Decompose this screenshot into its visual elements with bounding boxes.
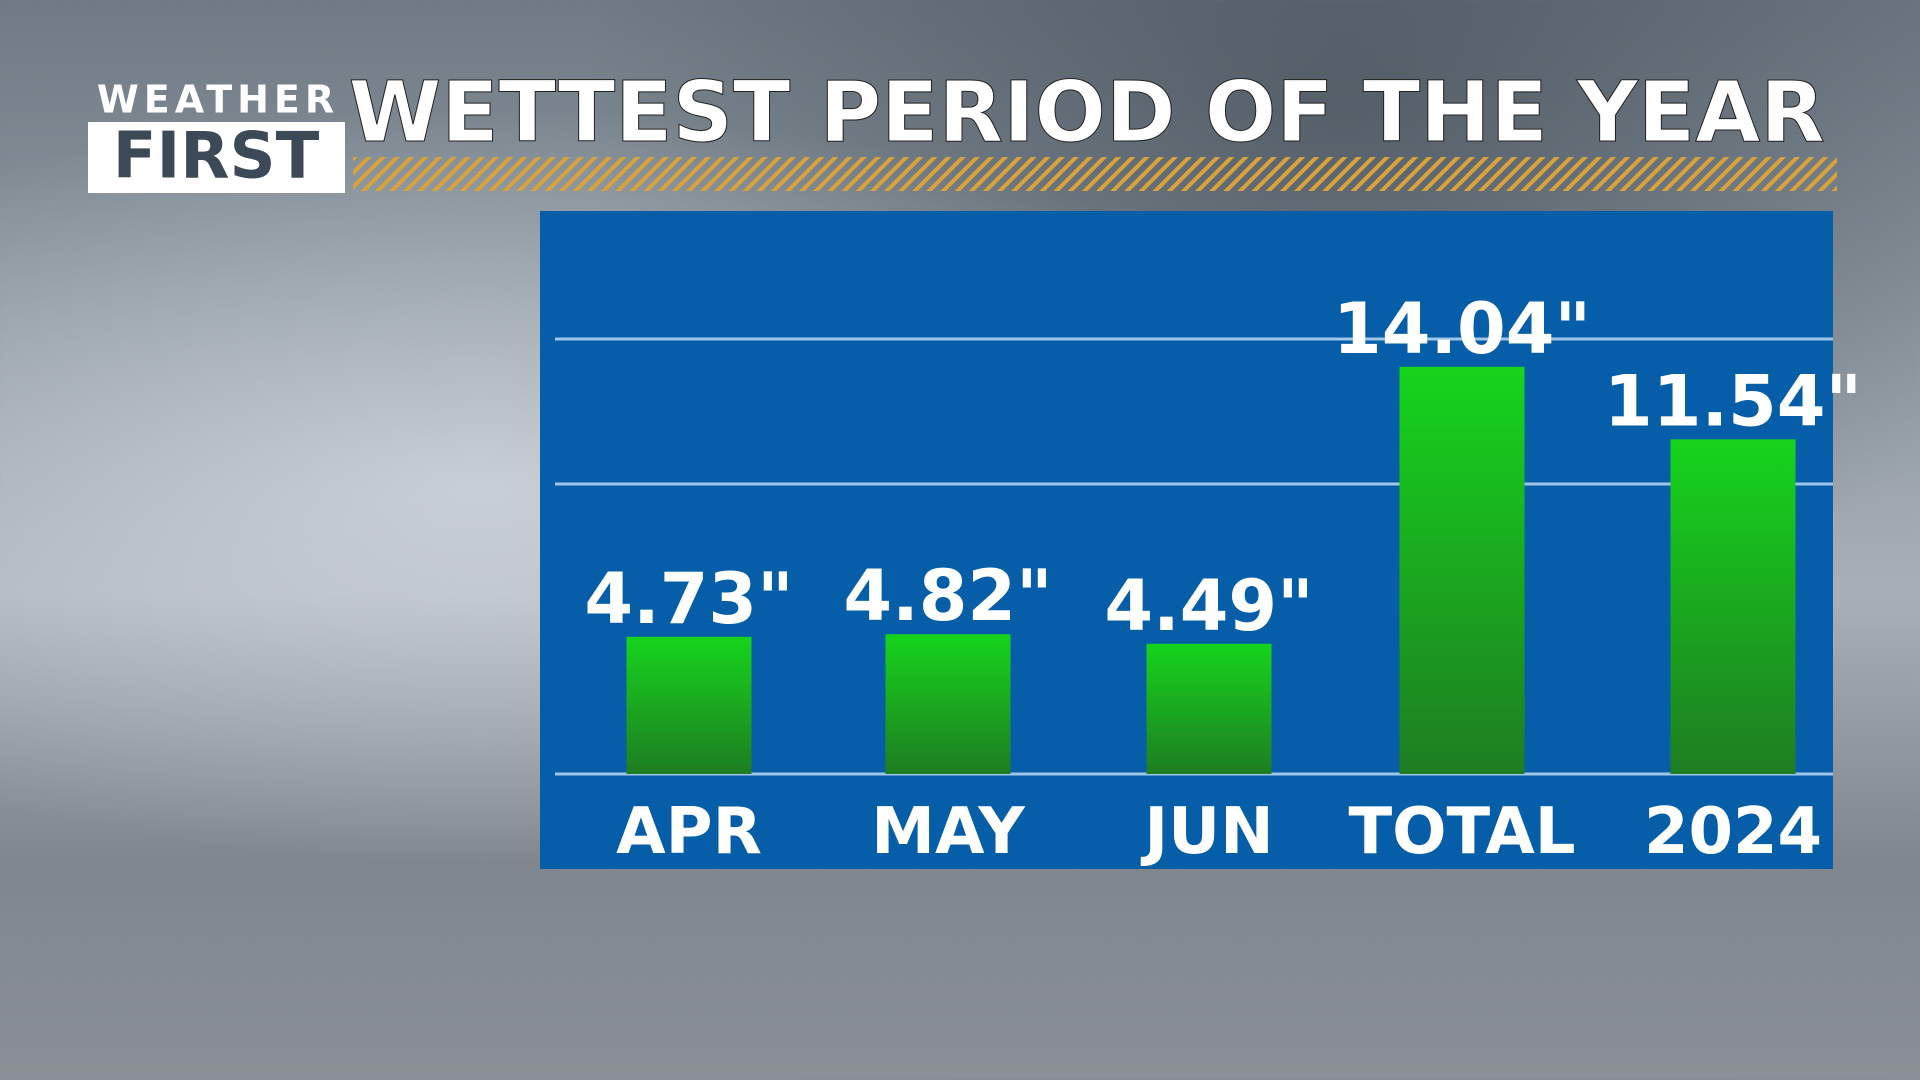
chart-title: WETTEST PERIOD OF THE YEAR [349, 63, 1825, 161]
value-label: 11.54" [1604, 360, 1862, 442]
bar [1399, 366, 1525, 774]
value-label: 14.04" [1333, 288, 1591, 370]
x-tick-label: MAY [871, 795, 1025, 869]
title-stripe [353, 157, 1837, 191]
bar [885, 634, 1011, 774]
x-tick-label: 2024 [1644, 795, 1822, 869]
value-label: 4.49" [1104, 565, 1313, 647]
logo-bottom: FIRST [113, 120, 320, 194]
bar [1670, 439, 1796, 774]
x-tick-label: TOTAL [1348, 795, 1575, 869]
value-label: 4.73" [584, 558, 793, 640]
x-tick-label: JUN [1140, 795, 1273, 869]
x-tick-label: APR [616, 795, 762, 869]
bar [626, 636, 752, 774]
logo-top: WEATHER [97, 78, 339, 122]
logo-box [88, 122, 345, 193]
bar [1146, 643, 1272, 774]
value-label: 4.82" [843, 555, 1052, 637]
